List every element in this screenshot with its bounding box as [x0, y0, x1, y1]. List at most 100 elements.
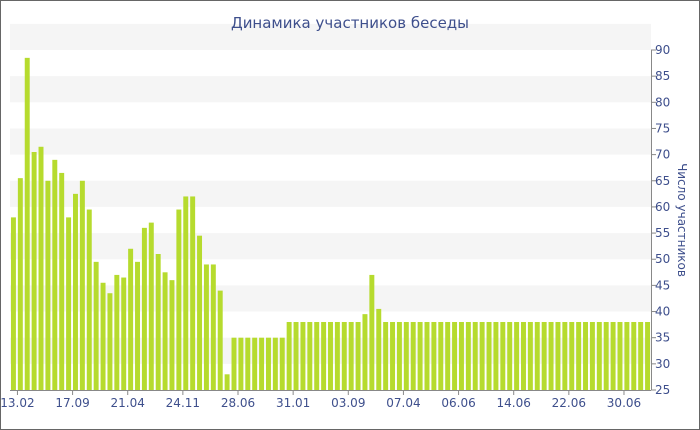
grid-band	[10, 76, 651, 103]
x-tick-label: 28.06	[221, 396, 255, 410]
y-tick-label: 80	[655, 95, 670, 109]
bar	[589, 322, 595, 390]
bar	[24, 57, 30, 390]
x-tick-label: 22.06	[552, 396, 586, 410]
x-tick-label: 03.09	[331, 396, 365, 410]
bar	[197, 235, 203, 390]
bar	[341, 322, 347, 390]
bar	[10, 217, 16, 390]
bar	[521, 322, 526, 390]
y-tick-label: 40	[655, 305, 670, 319]
y-tick-label: 90	[655, 43, 670, 57]
x-tick-label: 06.06	[441, 396, 475, 410]
bar	[148, 222, 154, 390]
bar	[396, 322, 402, 390]
bar	[17, 178, 23, 390]
bar	[238, 337, 244, 390]
bar	[114, 274, 120, 390]
bar	[38, 146, 44, 390]
grid-band	[10, 128, 651, 155]
bar	[121, 277, 127, 390]
bar	[183, 196, 189, 390]
bar	[307, 322, 313, 390]
y-tick-label: 45	[655, 278, 670, 292]
bar	[424, 322, 430, 390]
bar	[583, 322, 588, 390]
bar	[66, 217, 72, 390]
bar	[79, 180, 85, 390]
bar	[314, 322, 320, 390]
y-tick-label: 75	[655, 121, 670, 135]
bar	[362, 314, 368, 390]
bar	[534, 322, 540, 390]
bar	[569, 322, 575, 390]
bar	[507, 322, 513, 390]
bar	[224, 374, 230, 390]
x-tick-label: 21.04	[111, 396, 145, 410]
bar	[369, 274, 375, 390]
bar	[445, 322, 451, 390]
bar	[286, 322, 292, 390]
y-tick-label: 25	[655, 383, 670, 397]
bar	[217, 290, 223, 390]
bar	[52, 159, 58, 390]
bar	[493, 322, 499, 390]
bar	[162, 272, 168, 390]
bar	[403, 322, 409, 390]
grid-band	[10, 233, 651, 260]
bar	[548, 322, 554, 390]
bar	[500, 322, 506, 390]
bar	[383, 322, 389, 390]
bar	[293, 322, 299, 390]
bar	[617, 322, 623, 390]
grid-band	[10, 23, 651, 50]
bar	[100, 282, 106, 390]
x-tick-label: 17.09	[55, 396, 89, 410]
bar	[31, 152, 37, 390]
bar	[410, 322, 416, 390]
x-axis-ticks: 13.02 17.09 21.04 24.11 28.06 31.01 03.09 07.04…	[0, 390, 641, 410]
bar	[638, 322, 644, 390]
bar	[417, 322, 423, 390]
bar	[245, 337, 251, 390]
bar	[458, 322, 464, 390]
bar	[596, 322, 602, 390]
bar	[514, 322, 520, 390]
bar	[252, 337, 258, 390]
bar	[190, 196, 196, 390]
x-tick-label: 24.11	[166, 396, 200, 410]
bar	[465, 322, 471, 390]
bar	[645, 322, 651, 390]
grid-band	[10, 180, 651, 207]
bar	[562, 322, 568, 390]
bar	[376, 308, 382, 390]
grid-band	[10, 285, 651, 312]
y-tick-label: 35	[655, 331, 670, 345]
x-tick-label: 30.06	[607, 396, 641, 410]
bar	[272, 337, 278, 390]
y-tick-label: 65	[655, 174, 670, 188]
background-bands	[10, 23, 651, 364]
y-tick-label: 70	[655, 148, 670, 162]
bar	[541, 322, 547, 390]
y-tick-label: 50	[655, 252, 670, 266]
bar	[472, 322, 478, 390]
bar	[141, 227, 147, 390]
bar	[328, 322, 333, 390]
bar	[321, 322, 327, 390]
bar	[527, 322, 533, 390]
bar	[135, 261, 140, 390]
bar	[169, 280, 175, 390]
bar	[45, 180, 51, 390]
bar	[300, 322, 306, 390]
x-tick-label: 07.04	[386, 396, 420, 410]
bar	[93, 261, 99, 390]
bar	[390, 322, 396, 390]
x-tick-label: 14.06	[497, 396, 531, 410]
bar	[86, 209, 92, 390]
bars	[10, 57, 651, 390]
bar	[59, 172, 65, 390]
y-axis-label: Число участников	[675, 163, 689, 277]
bar	[431, 322, 437, 390]
